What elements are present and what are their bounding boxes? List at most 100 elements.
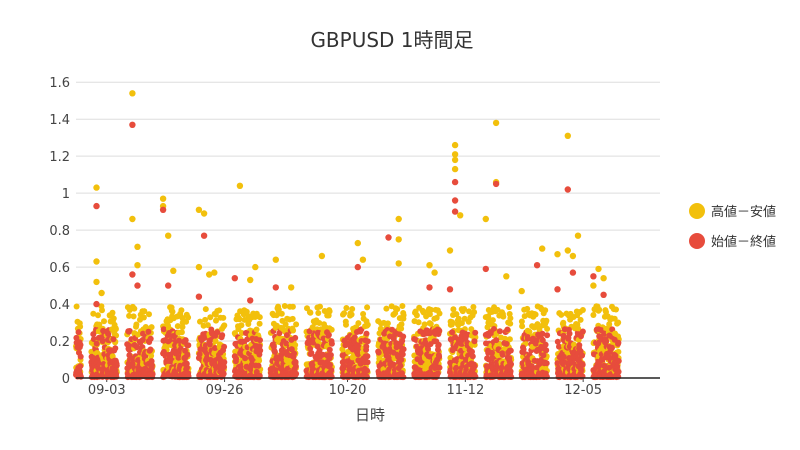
dense-point-high-low (433, 314, 440, 321)
point-open-close (533, 262, 541, 269)
dense-point-open-close (436, 353, 443, 360)
dense-point-open-close (363, 343, 370, 350)
legend-marker (689, 203, 705, 219)
point-high-low (170, 267, 177, 274)
x-axis-title: 日時 (355, 406, 385, 424)
dense-point-open-close (503, 340, 510, 347)
dense-point-high-low (220, 314, 227, 321)
dense-point-open-close (134, 344, 140, 351)
point-open-close (231, 275, 238, 282)
dense-point-open-close (328, 373, 335, 380)
point-high-low (595, 265, 602, 273)
point-high-low (93, 258, 100, 265)
dense-point-high-low (575, 325, 582, 332)
dense-point-high-low (207, 314, 214, 321)
dense-point-high-low (579, 307, 586, 313)
point-high-low (446, 247, 454, 254)
dense-point-open-close (184, 364, 190, 371)
dense-point-high-low (174, 323, 181, 330)
dense-point-open-close (244, 336, 251, 343)
dense-point-open-close (145, 328, 152, 335)
dense-point-open-close (351, 334, 358, 341)
dense-point-high-low (519, 323, 526, 330)
y-tick-label: 1 (62, 187, 70, 202)
point-open-close (247, 297, 254, 304)
dense-point-open-close (375, 349, 382, 356)
dense-point-open-close (316, 347, 323, 354)
dense-point-high-low (126, 312, 133, 319)
point-high-low (451, 141, 459, 149)
dense-point-high-low (458, 320, 465, 327)
dense-point-open-close (566, 330, 573, 337)
dense-point-high-low (213, 317, 219, 324)
dense-point-open-close (400, 333, 407, 340)
dense-point-open-close (543, 347, 550, 354)
dense-point-open-close (271, 348, 278, 355)
point-high-low (318, 252, 326, 260)
dense-point-high-low (343, 305, 350, 311)
dense-point-high-low (450, 306, 457, 313)
point-high-low (574, 232, 582, 239)
dense-point-high-low (558, 311, 565, 318)
dense-point-open-close (364, 367, 371, 374)
dense-point-high-low (427, 320, 434, 327)
point-open-close (385, 234, 392, 241)
dense-point-open-close (355, 351, 361, 358)
point-open-close (600, 291, 607, 298)
dense-point-high-low (328, 326, 335, 333)
point-high-low (395, 215, 402, 223)
dense-point-high-low (507, 320, 514, 327)
dense-point-high-low (507, 315, 514, 322)
dense-point-high-low (413, 312, 420, 319)
dense-point-open-close (112, 345, 119, 352)
point-high-low (395, 260, 402, 267)
dense-point-open-close (469, 348, 475, 355)
dense-point-open-close (220, 364, 227, 371)
y-tick-label: 0.2 (49, 335, 70, 350)
dense-point-open-close (113, 373, 120, 380)
dense-point-open-close (113, 362, 120, 369)
x-tick-label: 09-26 (206, 383, 244, 398)
x-tick-label: 11-12 (446, 383, 484, 398)
dense-point-open-close (471, 338, 478, 345)
dense-point-high-low (316, 320, 323, 326)
dense-point-high-low (315, 310, 322, 316)
dense-point-high-low (256, 320, 263, 327)
dense-point-high-low (453, 311, 460, 318)
dense-point-open-close (560, 332, 567, 339)
dense-point-open-close (615, 358, 622, 364)
dense-point-open-close (398, 356, 405, 363)
dense-point-high-low (282, 321, 289, 328)
dense-point-high-low (133, 321, 140, 328)
dense-point-open-close (508, 361, 514, 368)
dense-point-high-low (290, 327, 297, 334)
dense-point-high-low (349, 306, 356, 312)
dense-point-open-close (364, 359, 371, 366)
dense-point-high-low (110, 315, 117, 322)
dense-point-high-low (436, 310, 443, 317)
dense-point-open-close (212, 345, 218, 351)
x-axis-ticks: 09-03 09-26 10-20 11-12 12-05 (88, 378, 602, 398)
dense-point-open-close (496, 328, 503, 335)
point-high-low (564, 132, 571, 139)
point-high-low (236, 182, 244, 189)
dense-point-high-low (212, 338, 219, 345)
point-high-low (451, 151, 459, 158)
point-high-low (492, 119, 500, 127)
dense-point-open-close (233, 355, 240, 362)
point-high-low (247, 276, 254, 284)
dense-point-open-close (77, 353, 84, 360)
dense-point-high-low (141, 308, 148, 315)
dense-point-open-close (184, 351, 191, 358)
dense-point-open-close (434, 370, 441, 377)
dense-point-open-close (257, 347, 264, 354)
dense-point-high-low (289, 315, 296, 322)
dense-point-open-close (364, 338, 371, 345)
dense-point-open-close (363, 330, 370, 337)
dense-point-high-low (202, 306, 209, 313)
point-high-low (200, 210, 208, 217)
dense-point-open-close (400, 346, 407, 353)
y-tick-label: 0 (62, 372, 70, 387)
dense-point-open-close (489, 349, 495, 356)
dense-point-high-low (544, 325, 551, 332)
